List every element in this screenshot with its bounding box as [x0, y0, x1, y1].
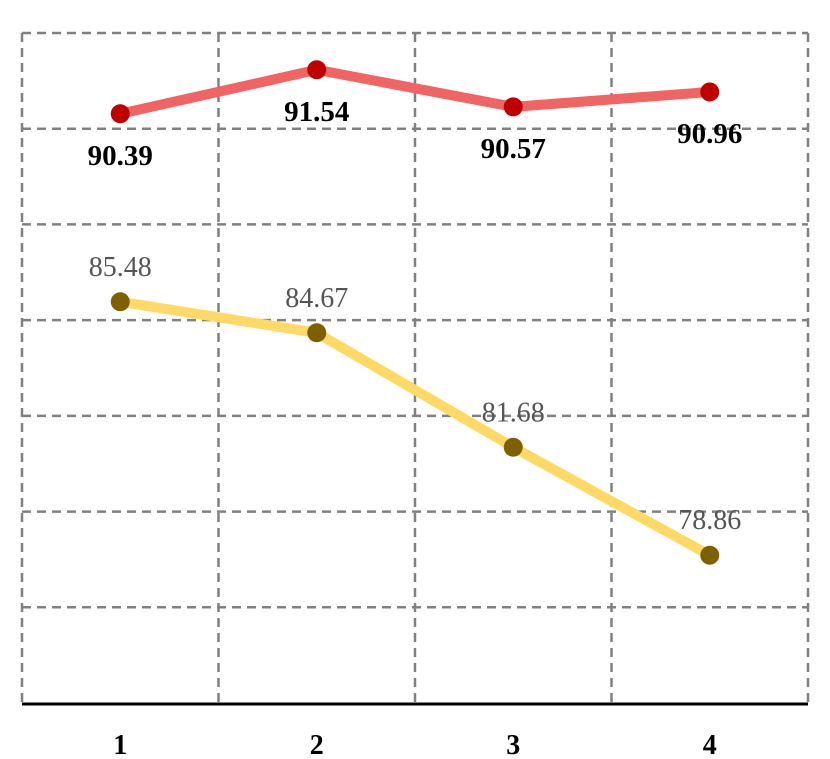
data-point-2-3 — [503, 437, 523, 457]
series-layer — [110, 60, 720, 565]
x-tick-label: 3 — [506, 730, 520, 759]
data-point-1-2 — [307, 60, 327, 80]
data-label-1-4: 90.96 — [677, 118, 742, 150]
data-point-1-1 — [110, 104, 130, 124]
series-line-1 — [115, 64, 715, 119]
data-label-2-4: 78.86 — [678, 505, 741, 536]
data-point-2-1 — [110, 292, 130, 312]
x-tick-label: 1 — [113, 730, 127, 759]
series-line-2 — [115, 296, 715, 561]
data-label-2-2: 84.67 — [285, 283, 348, 314]
data-labels: 90.39 91.54 90.57 90.96 85.48 84.67 81.68 78.86 — [88, 96, 743, 536]
grid — [20, 31, 810, 703]
data-label-1-1: 90.39 — [88, 140, 153, 172]
data-label-1-2: 91.54 — [284, 96, 349, 128]
data-label-1-3: 90.57 — [481, 133, 546, 165]
data-point-1-4 — [700, 82, 720, 102]
x-axis: 1 2 3 4 — [22, 702, 808, 759]
x-tick-label: 2 — [310, 730, 324, 759]
data-point-2-4 — [700, 545, 720, 565]
data-point-1-3 — [503, 97, 523, 117]
data-label-2-1: 85.48 — [89, 252, 152, 283]
data-point-2-2 — [307, 323, 327, 343]
data-label-2-3: 81.68 — [482, 397, 545, 428]
x-tick-label: 4 — [703, 730, 717, 759]
